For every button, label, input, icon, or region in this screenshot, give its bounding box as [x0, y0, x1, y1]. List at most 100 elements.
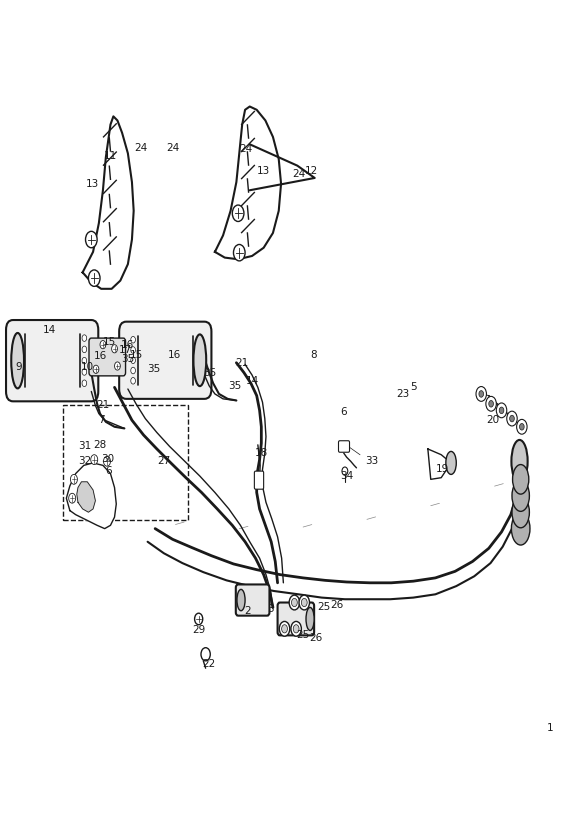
Circle shape: [291, 621, 301, 636]
Circle shape: [86, 232, 97, 248]
Circle shape: [71, 475, 78, 485]
Circle shape: [499, 407, 504, 414]
Circle shape: [93, 365, 99, 373]
Text: 9: 9: [16, 362, 22, 372]
Ellipse shape: [512, 497, 529, 528]
Text: 24: 24: [240, 144, 253, 154]
Text: 26: 26: [330, 600, 343, 610]
Polygon shape: [428, 449, 451, 480]
Text: 24: 24: [134, 143, 147, 152]
Text: 13: 13: [86, 179, 99, 189]
Circle shape: [82, 380, 87, 386]
Ellipse shape: [511, 440, 528, 483]
Text: 26: 26: [309, 633, 322, 643]
Circle shape: [100, 340, 106, 349]
Ellipse shape: [512, 480, 529, 512]
Polygon shape: [66, 463, 116, 529]
Text: 13: 13: [257, 166, 271, 176]
Text: 30: 30: [101, 454, 114, 464]
Polygon shape: [215, 106, 281, 260]
FancyBboxPatch shape: [6, 320, 99, 401]
Circle shape: [299, 595, 310, 610]
Circle shape: [82, 346, 87, 353]
Circle shape: [114, 362, 120, 370]
Circle shape: [289, 595, 300, 610]
Bar: [64, 405, 188, 521]
Ellipse shape: [11, 333, 24, 388]
FancyBboxPatch shape: [339, 441, 350, 452]
Circle shape: [292, 598, 297, 606]
Text: 6: 6: [340, 407, 347, 417]
Ellipse shape: [306, 607, 314, 630]
Text: 2: 2: [245, 606, 251, 616]
Circle shape: [479, 391, 483, 397]
Text: 16: 16: [93, 351, 107, 361]
Text: 16: 16: [168, 349, 181, 359]
Text: 33: 33: [365, 456, 378, 466]
Ellipse shape: [194, 335, 206, 386]
Ellipse shape: [446, 452, 456, 475]
Circle shape: [201, 648, 210, 661]
Text: 16: 16: [121, 339, 135, 349]
Circle shape: [131, 347, 135, 353]
Circle shape: [89, 270, 100, 287]
Circle shape: [82, 335, 87, 341]
Ellipse shape: [511, 513, 530, 545]
Polygon shape: [77, 482, 96, 513]
Text: 6: 6: [106, 466, 112, 476]
Text: 3: 3: [266, 604, 273, 614]
Circle shape: [507, 411, 517, 426]
Text: 24: 24: [166, 143, 179, 152]
Text: 35: 35: [147, 364, 160, 374]
Text: 17: 17: [118, 345, 132, 355]
Text: 35: 35: [203, 368, 217, 377]
Text: 24: 24: [292, 169, 305, 179]
Circle shape: [496, 403, 507, 418]
Circle shape: [111, 344, 117, 353]
Circle shape: [293, 625, 299, 633]
Text: 19: 19: [436, 465, 449, 475]
Text: 32: 32: [78, 456, 91, 466]
Circle shape: [282, 625, 287, 633]
Text: 15: 15: [129, 349, 143, 359]
FancyBboxPatch shape: [278, 602, 314, 635]
Text: 25: 25: [297, 630, 310, 640]
Circle shape: [510, 415, 514, 422]
Circle shape: [104, 456, 110, 466]
Circle shape: [131, 368, 135, 374]
Polygon shape: [83, 116, 134, 289]
Text: 35: 35: [121, 353, 135, 363]
Circle shape: [232, 205, 244, 222]
Text: 14: 14: [43, 325, 55, 335]
Text: 15: 15: [103, 337, 116, 347]
Text: 7: 7: [99, 415, 105, 425]
FancyBboxPatch shape: [119, 321, 212, 399]
Text: 11: 11: [104, 151, 117, 161]
Text: 23: 23: [396, 389, 409, 399]
Circle shape: [489, 400, 493, 407]
Text: 8: 8: [310, 349, 317, 359]
FancyBboxPatch shape: [89, 338, 125, 376]
Circle shape: [131, 336, 135, 343]
Text: 1: 1: [546, 723, 553, 733]
Circle shape: [91, 455, 98, 465]
Text: 21: 21: [96, 400, 110, 410]
FancyBboxPatch shape: [236, 584, 269, 616]
Text: 21: 21: [236, 358, 249, 368]
Circle shape: [476, 386, 486, 401]
Text: 18: 18: [255, 448, 268, 458]
Text: 31: 31: [78, 442, 91, 452]
Text: 10: 10: [80, 362, 94, 372]
FancyBboxPatch shape: [254, 471, 264, 489]
Circle shape: [279, 621, 290, 636]
Polygon shape: [250, 144, 315, 190]
Text: 12: 12: [305, 166, 318, 176]
Circle shape: [301, 598, 307, 606]
Circle shape: [69, 494, 76, 503]
Circle shape: [486, 396, 496, 411]
Text: 35: 35: [228, 381, 241, 391]
Circle shape: [517, 419, 527, 434]
Circle shape: [82, 368, 87, 375]
Text: 20: 20: [486, 415, 500, 425]
Text: 29: 29: [192, 625, 205, 634]
